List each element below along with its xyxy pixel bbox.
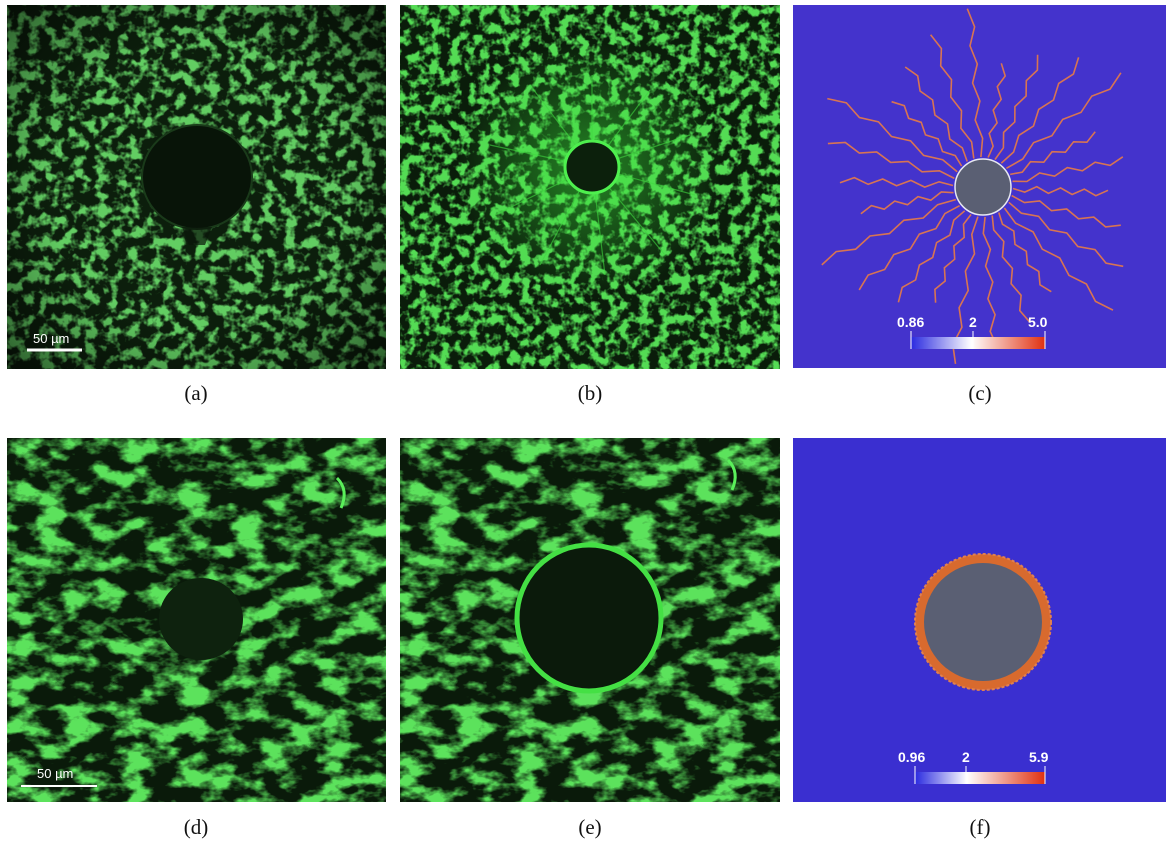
inclusion bbox=[563, 139, 621, 195]
inclusion bbox=[954, 158, 1012, 216]
inclusion bbox=[514, 542, 664, 694]
panel-f-simulation: 0.96 2 5.9 bbox=[793, 438, 1166, 802]
fiber-spoke bbox=[1010, 131, 1096, 176]
fiber-spoke bbox=[821, 198, 957, 266]
fiber-spoke bbox=[994, 54, 1039, 160]
inclusion bbox=[141, 124, 253, 230]
colorbar bbox=[915, 772, 1045, 784]
fiber-spoke bbox=[1000, 57, 1080, 164]
fiber-spoke bbox=[891, 100, 963, 167]
fiber-spoke bbox=[966, 8, 984, 158]
fiber-spoke bbox=[929, 34, 975, 159]
panel-c-simulation: 0.86 2 5.0 bbox=[793, 5, 1166, 368]
caption-f: (f) bbox=[969, 815, 991, 839]
colorbar-max-label: 5.0 bbox=[1028, 314, 1048, 330]
fiber-spoke bbox=[1008, 201, 1124, 268]
scale-bar-label: 50 µm bbox=[33, 331, 69, 346]
fiber-spoke bbox=[827, 97, 958, 173]
fiber-spoke bbox=[1012, 185, 1109, 197]
fiber-spoke bbox=[1011, 194, 1121, 228]
fiber-spoke bbox=[982, 216, 999, 348]
fiber-spoke bbox=[827, 141, 955, 180]
fiber-spoke bbox=[934, 214, 972, 303]
caption-e: (e) bbox=[578, 815, 602, 839]
fiber-spoke bbox=[998, 212, 1052, 293]
panel-d-image: 50 µm bbox=[7, 438, 386, 802]
fiber-spoke bbox=[897, 210, 966, 303]
fiber-spoke bbox=[1003, 207, 1114, 311]
fiber-spoke bbox=[987, 63, 1007, 158]
colorbar-max-label: 5.9 bbox=[1029, 749, 1049, 765]
fiber-spoke bbox=[858, 204, 960, 291]
fiber-spoke bbox=[839, 176, 954, 188]
panel-b-image bbox=[400, 5, 780, 369]
fiber-spoke bbox=[904, 66, 968, 162]
inclusion bbox=[924, 563, 1042, 681]
scale-bar-label: 50 µm bbox=[37, 766, 73, 781]
fiber-spoke bbox=[1006, 72, 1122, 169]
caption-d: (d) bbox=[183, 815, 209, 839]
panel-a-image: 50 µm bbox=[7, 5, 386, 369]
colorbar-mid-label: 2 bbox=[969, 314, 977, 330]
caption-b: (b) bbox=[577, 381, 603, 405]
fiber-spoke bbox=[991, 215, 1031, 323]
caption-a: (a) bbox=[184, 381, 208, 405]
colorbar-mid-label: 2 bbox=[962, 749, 970, 765]
inclusion bbox=[159, 578, 243, 660]
panel-e-image bbox=[400, 438, 780, 802]
fiber-spoke bbox=[1012, 156, 1124, 183]
colorbar-min-label: 0.86 bbox=[897, 314, 924, 330]
colorbar bbox=[911, 337, 1045, 349]
fiber-spoke bbox=[860, 191, 954, 215]
colorbar-min-label: 0.96 bbox=[898, 749, 925, 765]
caption-c: (c) bbox=[968, 381, 992, 405]
